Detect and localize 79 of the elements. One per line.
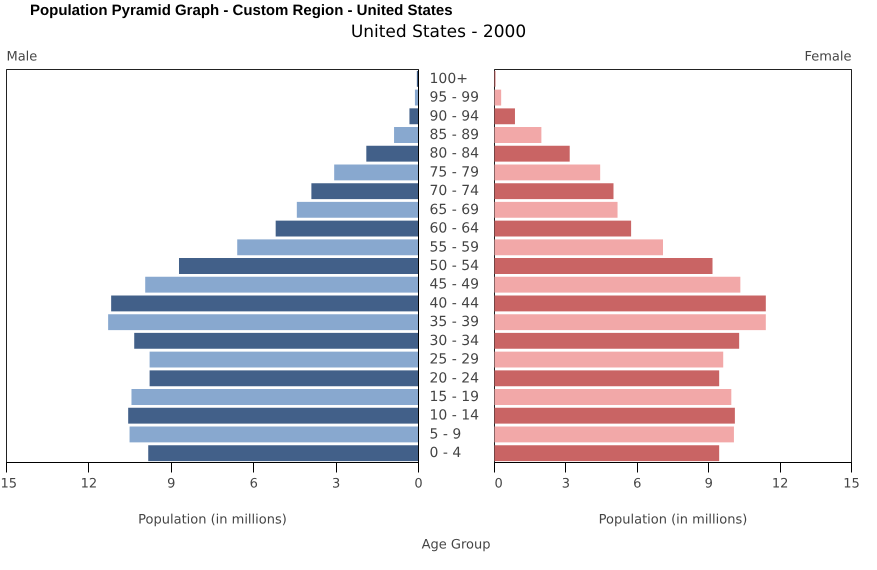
y-tick-label: 50 - 54 [430,258,480,274]
y-tick-label: 95 - 99 [430,90,480,106]
x-tick-label: 0 [414,476,423,492]
bar [311,183,418,200]
bar [494,258,713,274]
bar [494,146,570,162]
y-tick-label: 100+ [430,70,468,87]
bar [334,164,418,180]
bar [394,127,418,143]
bar [111,295,418,312]
x-tick-label: 12 [772,476,788,492]
bar [494,426,734,442]
y-tick-label: 20 - 24 [430,370,480,386]
x-tick-label: 9 [167,476,176,492]
bar [134,332,418,349]
text: Female [804,50,852,64]
x-tick-label: 15 [0,476,18,492]
bar [148,445,418,462]
x-tick-label: 0 [494,476,503,492]
bar [494,164,600,180]
bar [494,220,632,237]
y-tick-label: 40 - 44 [430,295,480,312]
bar [494,276,740,293]
y-axis-title: Age Group [422,538,491,552]
y-tick-label: 60 - 64 [430,220,480,237]
bar [494,108,515,124]
bar [178,258,418,274]
x-tick-label: 15 [843,476,860,492]
x-tick-label: 9 [704,476,713,492]
x-tick-label: 3 [332,476,340,492]
y-tick-label: 10 - 14 [430,408,480,424]
x-axis-title: Population (in millions) [598,512,748,528]
bar [150,352,418,368]
bar [494,202,618,218]
bar [494,183,614,200]
y-tick-label: 80 - 84 [430,146,480,162]
bar [494,352,724,368]
bar [409,108,418,124]
x-tick-label: 3 [562,476,570,492]
x-tick-label: 6 [633,476,642,492]
bar [494,389,732,405]
y-tick-label: 75 - 79 [430,164,480,180]
bar [108,314,418,330]
x-tick-label: 12 [80,476,98,492]
chart-title: Population Pyramid Graph - Custom Region - United States [30,1,453,21]
y-tick-label: 15 - 19 [430,389,480,405]
y-tick-label: 65 - 69 [430,202,480,218]
bar [237,239,418,256]
bar [131,389,418,405]
bar [296,202,418,218]
y-tick-label: 0 - 4 [430,445,462,462]
y-tick-label: 55 - 59 [430,239,480,256]
bar [494,295,766,312]
bar [494,408,735,424]
chart-subtitle: United States - 2000 [350,21,526,44]
y-tick-label: 90 - 94 [430,108,480,124]
y-tick-label: 35 - 39 [430,314,480,330]
bar [494,90,502,106]
bar [128,408,418,424]
bar [150,370,418,386]
bar [494,239,664,256]
y-tick-label: 70 - 74 [430,183,480,200]
bar [494,370,720,386]
text: Male [6,50,38,64]
y-tick-label: 25 - 29 [430,352,480,368]
bar [494,314,766,330]
bar [494,445,720,462]
bar [366,146,418,162]
bar [276,220,418,237]
bar [145,276,418,293]
x-axis-title: Population (in millions) [138,512,287,528]
bar [494,127,542,143]
y-tick-label: 45 - 49 [430,276,480,293]
y-tick-label: 85 - 89 [430,127,480,143]
y-tick-label: 5 - 9 [430,426,462,442]
bar [130,426,418,442]
bar [494,332,740,349]
y-tick-label: 30 - 34 [430,332,480,349]
x-tick-label: 6 [250,476,258,492]
